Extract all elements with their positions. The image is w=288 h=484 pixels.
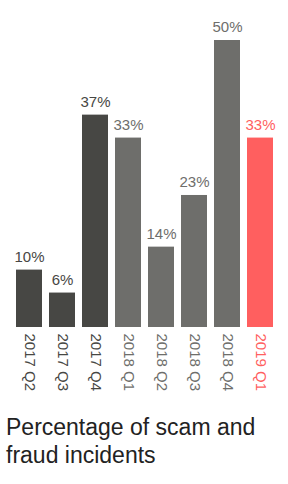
svg-text:10%: 10% — [14, 248, 44, 265]
svg-text:2018 Q1: 2018 Q1 — [121, 334, 138, 392]
svg-text:14%: 14% — [146, 225, 176, 242]
svg-text:37%: 37% — [80, 93, 110, 110]
svg-text:2017 Q4: 2017 Q4 — [88, 334, 105, 392]
svg-text:6%: 6% — [52, 271, 74, 288]
svg-text:2019 Q1: 2019 Q1 — [253, 334, 270, 392]
html-text:Percentage of scam and fraud i: Percentage of scam and fraud incidents — [6, 414, 256, 468]
svg-text:33%: 33% — [113, 116, 143, 133]
svg-text:50%: 50% — [212, 18, 242, 35]
svg-text:2018 Q2: 2018 Q2 — [154, 334, 171, 392]
svg-text:23%: 23% — [179, 173, 209, 190]
svg-text:2017 Q2: 2017 Q2 — [22, 334, 39, 392]
svg-text:33%: 33% — [245, 116, 275, 133]
svg-text:2017 Q3: 2017 Q3 — [55, 334, 72, 392]
svg-text:2018 Q3: 2018 Q3 — [187, 334, 204, 392]
svg-text:2018 Q4: 2018 Q4 — [220, 334, 237, 392]
